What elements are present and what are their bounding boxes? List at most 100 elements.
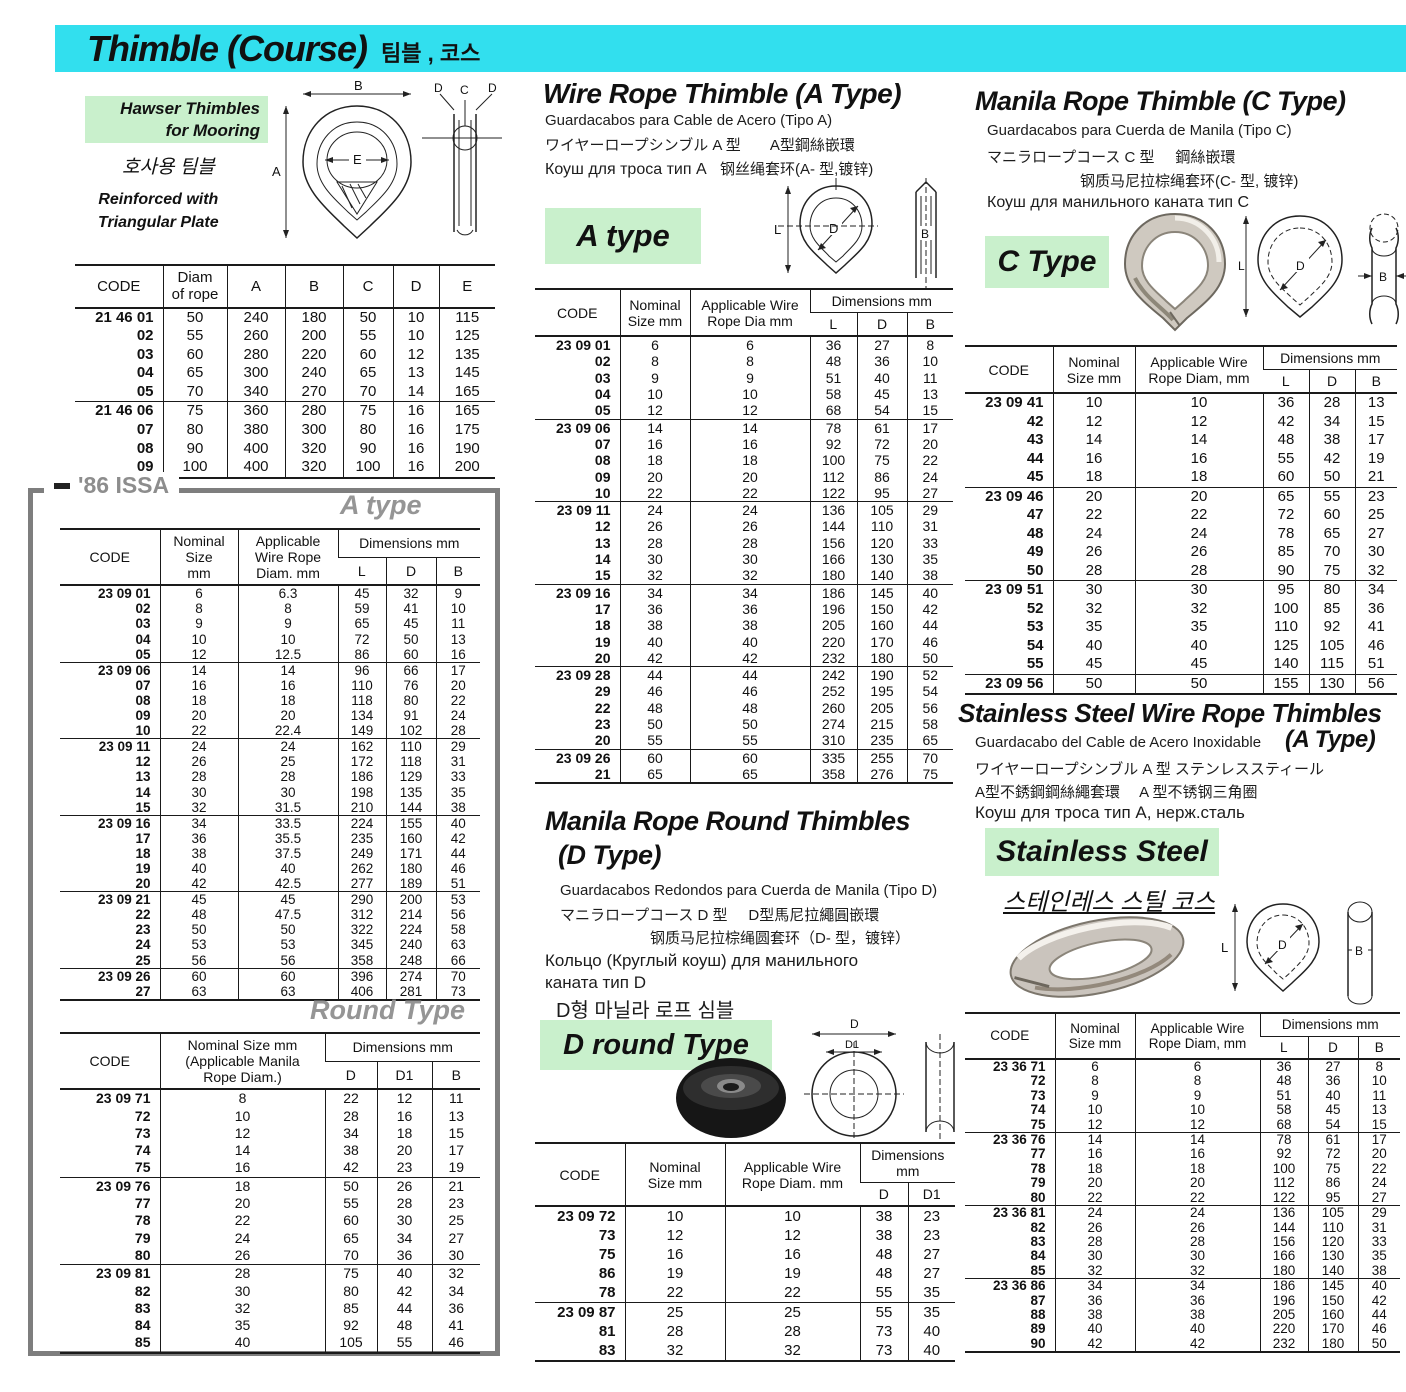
dimension-subheader: D (385, 557, 436, 586)
table-row: 23 09 01 6 6.3 45 32 9 (60, 584, 480, 602)
manila-d-title: Manila Rope Round Thimbles (545, 806, 911, 836)
code-cell: 15 (135, 799, 151, 815)
value-cell: 66 (435, 952, 480, 969)
table-row: 08 18 18 118 80 22 (60, 692, 480, 709)
value-cell: 12 (392, 345, 439, 365)
value-cell: 32 (431, 1264, 480, 1283)
dimension-subheader: D (345, 1066, 356, 1083)
value-cell: 200 (284, 327, 343, 346)
value-cell: 32 (1354, 561, 1397, 581)
value-cell: 277 (337, 876, 386, 892)
value-cell: 19 (724, 1264, 860, 1284)
dim-label-b: B (1379, 270, 1387, 284)
table-row: 18 38 37.5 249 171 44 (60, 845, 480, 861)
value-cell: 63 (159, 983, 238, 1000)
value-cell: 224 (385, 922, 436, 938)
value-cell: 400 (226, 439, 285, 459)
value-cell: 40 (907, 1341, 956, 1362)
code-cell: 20 (594, 649, 611, 666)
code-cell: 90 (1030, 1336, 1046, 1351)
value-cell: 32 (1052, 599, 1135, 619)
value-cell: 28 (159, 769, 238, 785)
value-cell: 28 (724, 1322, 860, 1342)
value-cell: 18 (1134, 1161, 1260, 1177)
value-cell: 60 (1308, 506, 1355, 525)
value-cell: 248 (385, 952, 436, 969)
value-cell: 11 (435, 616, 480, 632)
value-cell: 72 (337, 631, 386, 647)
code-cell: 23 36 71 (965, 1058, 1055, 1075)
value-cell: 50 (324, 1176, 377, 1196)
code-cell: 49 (1026, 543, 1044, 561)
value-cell: 55 (342, 327, 393, 346)
code-cell: 23 09 71 (60, 1088, 160, 1108)
table-row: 75 16 16 48 27 (535, 1245, 956, 1265)
table-row: 73 12 34 18 15 (60, 1124, 480, 1143)
value-cell: 31 (1357, 1220, 1401, 1235)
table-row: 47 22 22 72 60 25 (965, 506, 1397, 525)
value-cell: 23 (907, 1205, 956, 1227)
value-cell: 115 (438, 307, 495, 328)
value-cell: 30 (619, 551, 690, 568)
value-cell: 60 (689, 748, 810, 766)
d-type-diagram: D D1 (804, 1017, 955, 1140)
value-cell: 17 (1354, 431, 1397, 450)
code-cell: 09 (136, 458, 154, 476)
table-row: 73 9 9 51 40 11 (965, 1088, 1401, 1104)
table-row: 79 20 20 112 86 24 (965, 1176, 1401, 1191)
value-cell: 31.5 (237, 799, 338, 816)
value-cell: 55 (689, 732, 810, 750)
value-cell: 28 (619, 534, 690, 552)
value-cell: 32 (385, 584, 436, 602)
value-cell: 30 (159, 1282, 325, 1300)
value-cell: 24 (1357, 1176, 1401, 1191)
code-cell: 81 (598, 1323, 616, 1341)
table-row: 03 9 9 65 45 11 (60, 616, 480, 632)
dim-label-d1: D1 (845, 1039, 859, 1051)
value-cell: 10 (1054, 1103, 1135, 1118)
value-cell: 290 (337, 891, 386, 908)
value-cell: 73 (435, 983, 480, 1000)
code-cell: 54 (1026, 636, 1044, 654)
code-cell: 23 09 06 (60, 661, 160, 678)
code-cell: 53 (1026, 618, 1044, 636)
value-cell: 300 (284, 421, 343, 440)
value-cell: 20 (619, 468, 690, 485)
value-cell: 70 (435, 967, 480, 984)
value-cell: 73 (859, 1322, 908, 1342)
table-row: 22 48 47.5 312 214 56 (60, 907, 480, 923)
code-cell: 23 09 11 (60, 738, 160, 755)
value-cell: 80 (324, 1282, 377, 1300)
value-cell: 27 (906, 484, 953, 502)
value-cell: 86 (1307, 1176, 1358, 1191)
code-cell: 23 09 41 (965, 392, 1053, 413)
value-cell: 105 (1307, 1205, 1358, 1221)
value-cell: 24 (159, 738, 238, 755)
manila-c-title: Manila Rope Thimble (C Type) (975, 86, 1346, 116)
code-cell: 23 (135, 922, 151, 938)
value-cell: 65 (1262, 486, 1309, 507)
value-cell: 48 (689, 699, 810, 717)
code-cell: 23 09 87 (535, 1302, 625, 1323)
table-row: 53 35 35 110 92 41 (965, 618, 1397, 637)
value-cell: 16 (1134, 449, 1263, 469)
value-cell: 28 (1308, 392, 1355, 413)
code-cell: 75 (134, 1159, 151, 1176)
value-cell: 50 (619, 716, 690, 733)
table-row: 77 20 55 28 23 (60, 1195, 480, 1213)
value-cell: 40 (1134, 636, 1263, 656)
table-row: 02 8 8 59 41 10 (60, 601, 480, 617)
value-cell: 48 (1259, 1074, 1308, 1089)
code-cell: 86 (598, 1265, 616, 1283)
table-row: 86 19 19 48 27 (535, 1264, 956, 1284)
value-cell: 32 (724, 1341, 860, 1362)
value-cell: 45 (337, 584, 386, 602)
code-cell: 23 36 86 (965, 1278, 1055, 1294)
code-cell: 13 (594, 534, 611, 551)
table-row: 13 28 28 186 129 33 (60, 769, 480, 785)
value-cell: 16 (159, 677, 238, 693)
value-cell: 85 (1308, 599, 1355, 619)
dimensions-header: Dimensions mm (337, 529, 480, 558)
value-cell: 33 (906, 534, 953, 552)
